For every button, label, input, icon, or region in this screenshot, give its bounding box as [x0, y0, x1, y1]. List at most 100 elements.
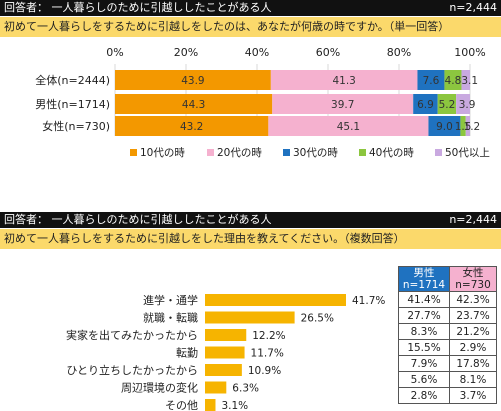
male-header-label: 男性: [413, 267, 435, 279]
male-value-cell: 5.6%: [398, 371, 450, 388]
gender-breakdown-table: 男性 n=1714 女性 n=730 41.4% 42.3% 27.7% 23.7% 8…: [398, 266, 497, 404]
male-header-n: n=1714: [402, 279, 446, 291]
table-row: 7.9% 17.8%: [398, 355, 497, 372]
bottom-header-sample-size: n=2,444: [449, 213, 497, 226]
stack-segment: [115, 94, 273, 114]
segment-value-label: 43.9: [181, 75, 204, 87]
table-row: 2.8% 3.7%: [398, 387, 497, 404]
reason-category-label: その他: [165, 399, 198, 411]
reason-category-label: 転勤: [176, 347, 198, 360]
stack-segment: [270, 70, 418, 90]
x-tick-label: 100%: [454, 46, 485, 59]
segment-value-label: 7.6: [423, 75, 440, 87]
stack-segment: [115, 116, 269, 136]
stack-segment: [465, 116, 470, 136]
reason-bar-chart: 進学・通学 41.7% 就職・転職 26.5% 実家を出てみたかったから 12.2% 転勤 1…: [66, 293, 385, 411]
female-value-cell: 21.2%: [449, 323, 497, 340]
segment-value-label: 4.8: [445, 75, 462, 87]
stack-segment: [444, 70, 462, 90]
top-question-bar: 初めて一人暮らしをするために引越しをしたのは、あなたが何歳の時ですか。（単一回答…: [0, 17, 501, 37]
category-label: 女性(n=730): [42, 119, 110, 133]
category-label: 男性(n=1714): [35, 97, 110, 111]
x-tick-label: 20%: [174, 46, 198, 59]
female-column-header: 女性 n=730: [449, 266, 497, 292]
legend-swatch: [207, 149, 214, 156]
segment-value-label: 3.1: [461, 75, 478, 87]
female-header-n: n=730: [455, 279, 491, 291]
female-value-cell: 42.3%: [449, 291, 497, 308]
stack-segment: [461, 70, 470, 90]
reason-category-label: ひとり立ちしたかったから: [66, 363, 198, 377]
segment-value-label: 45.1: [337, 121, 360, 133]
stack-segment: [413, 94, 438, 114]
reason-category-label: 周辺環境の変化: [121, 381, 198, 395]
table-row: 8.3% 21.2%: [398, 323, 497, 340]
top-header-sample-size: n=2,444: [449, 1, 497, 14]
segment-value-label: 43.2: [180, 121, 203, 133]
legend-swatch: [435, 149, 442, 156]
reason-value-label: 6.3%: [232, 383, 259, 395]
legend-label: 30代の時: [293, 147, 338, 159]
table-row: 41.4% 42.3%: [398, 291, 497, 308]
male-column-header: 男性 n=1714: [398, 266, 450, 292]
reason-bar: [205, 294, 346, 306]
reason-bar: [205, 364, 242, 376]
segment-value-label: 9.0: [436, 121, 453, 133]
segment-value-label: 6.9: [417, 99, 434, 111]
legend-label: 50代以上: [445, 147, 490, 159]
reason-value-label: 3.1%: [221, 400, 248, 411]
category-label: 全体(n=2444): [35, 73, 110, 87]
bottom-question-bar: 初めて一人暮らしをするために引越しをした理由を教えてください。（複数回答）: [0, 229, 501, 249]
male-value-cell: 27.7%: [398, 307, 450, 324]
stacked-bar-chart: 0% 20% 40% 60% 80% 100% 全体(n=2444) 43.9 41.3 7.6 4…: [35, 46, 490, 159]
table-row: 15.5% 2.9%: [398, 339, 497, 356]
female-value-cell: 8.1%: [449, 371, 497, 388]
reason-category-label: 進学・通学: [143, 293, 198, 307]
stack-segment: [417, 70, 445, 90]
male-value-cell: 15.5%: [398, 339, 450, 356]
bottom-header-bar: 回答者： 一人暮らしのために引越ししたことがある人 n=2,444: [0, 212, 501, 228]
stack-segment: [437, 94, 457, 114]
stack-segment: [115, 70, 271, 90]
segment-value-label: 5.2: [439, 99, 456, 111]
reason-value-label: 41.7%: [352, 295, 385, 307]
reason-category-label: 就職・転職: [143, 311, 198, 325]
stack-segment: [268, 116, 429, 136]
legend-swatch: [283, 149, 290, 156]
segment-value-label: 44.3: [182, 99, 205, 111]
reason-bar: [205, 346, 245, 359]
stack-segment: [456, 94, 470, 114]
legend-label: 20代の時: [217, 147, 262, 159]
table-row: 5.6% 8.1%: [398, 371, 497, 388]
reason-bar: [205, 329, 247, 341]
bottom-question-text: 初めて一人暮らしをするために引越しをした理由を教えてください。（複数回答）: [4, 232, 405, 245]
reason-value-label: 26.5%: [301, 313, 334, 325]
female-value-cell: 17.8%: [449, 355, 497, 372]
male-value-cell: 7.9%: [398, 355, 450, 372]
stack-segment: [428, 116, 461, 136]
top-question-text: 初めて一人暮らしをするために引越しをしたのは、あなたが何歳の時ですか。（単一回答…: [4, 20, 450, 33]
x-tick-label: 80%: [387, 46, 411, 59]
reason-value-label: 12.2%: [252, 330, 285, 342]
legend-swatch: [359, 149, 366, 156]
x-tick-label: 40%: [245, 46, 269, 59]
top-header-bar: 回答者： 一人暮らしのために引越ししたことがある人 n=2,444: [0, 0, 501, 16]
reason-bar: [205, 381, 227, 394]
bottom-header-respondent: 回答者： 一人暮らしのために引越ししたことがある人: [4, 213, 272, 226]
reason-category-label: 実家を出てみたかったから: [66, 328, 198, 342]
table-header-row: 男性 n=1714 女性 n=730: [398, 266, 497, 292]
male-value-cell: 41.4%: [398, 291, 450, 308]
legend-swatch: [130, 149, 137, 156]
reason-bar: [205, 311, 295, 324]
segment-value-label: 3.9: [459, 99, 476, 111]
x-tick-label: 0%: [106, 46, 123, 59]
reason-value-label: 11.7%: [251, 348, 284, 360]
male-value-cell: 2.8%: [398, 387, 450, 404]
legend-label: 40代の時: [369, 147, 414, 159]
reason-value-label: 10.9%: [248, 365, 281, 377]
x-tick-label: 60%: [316, 46, 340, 59]
male-value-cell: 8.3%: [398, 323, 450, 340]
female-header-label: 女性: [462, 267, 484, 279]
stack-segment: [272, 94, 414, 114]
reason-bar: [205, 399, 216, 411]
